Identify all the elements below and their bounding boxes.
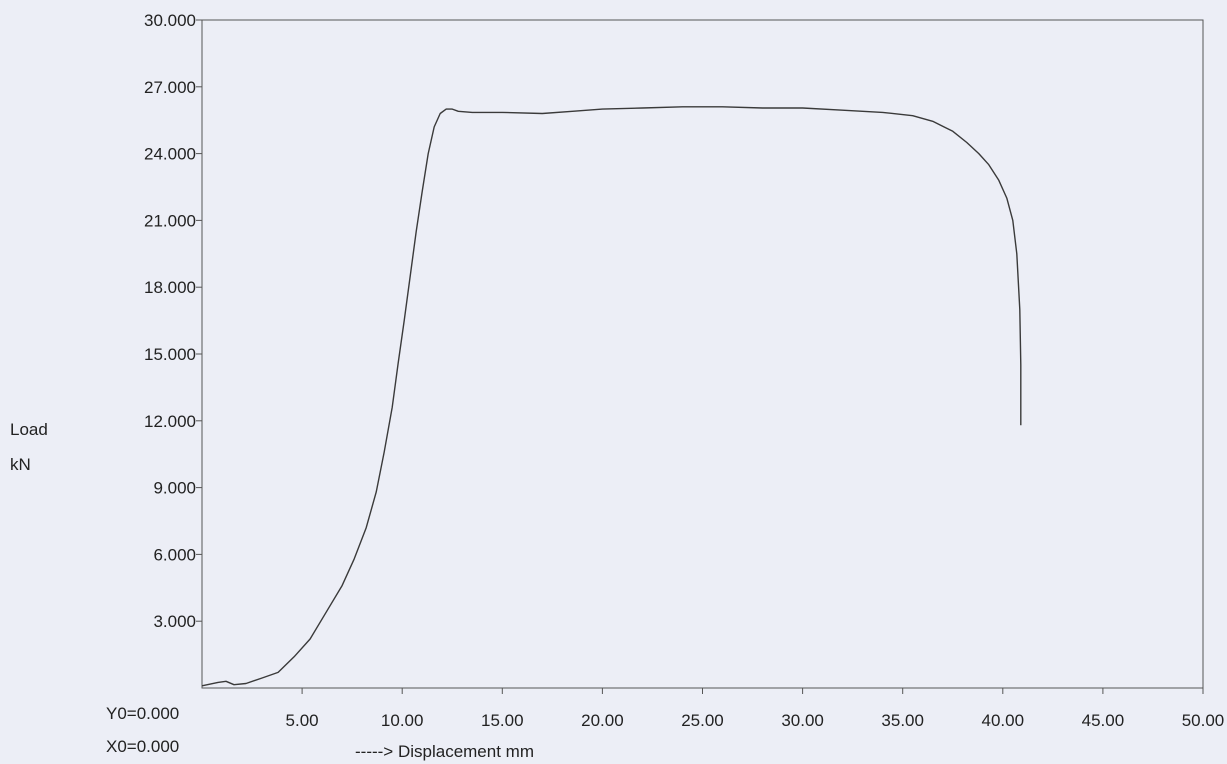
x-tick-label: 25.00 — [681, 711, 724, 730]
x-tick-label: 15.00 — [481, 711, 524, 730]
x-tick-label: 20.00 — [581, 711, 624, 730]
y-tick-label: 18.000 — [144, 278, 196, 297]
y-tick-label: 12.000 — [144, 412, 196, 431]
y-tick-label: 30.000 — [144, 11, 196, 30]
y-tick-label: 27.000 — [144, 78, 196, 97]
x-tick-label: 10.00 — [381, 711, 424, 730]
y-tick-label: 6.000 — [153, 545, 196, 564]
y-tick-label: 9.000 — [153, 479, 196, 498]
y-tick-label: 21.000 — [144, 211, 196, 230]
y-tick-label: 24.000 — [144, 145, 196, 164]
x-tick-label: 30.00 — [781, 711, 824, 730]
x-tick-label: 5.00 — [286, 711, 319, 730]
y-tick-label: 3.000 — [153, 612, 196, 631]
y-axis-label-load: Load — [10, 420, 48, 439]
origin-y-label: Y0=0.000 — [106, 704, 179, 723]
x-tick-label: 40.00 — [982, 711, 1025, 730]
x-tick-label: 45.00 — [1082, 711, 1125, 730]
x-tick-label: 50.00 — [1182, 711, 1225, 730]
y-tick-label: 15.000 — [144, 345, 196, 364]
y-axis-label-unit: kN — [10, 455, 31, 474]
x-tick-label: 35.00 — [881, 711, 924, 730]
origin-x-label: X0=0.000 — [106, 737, 179, 756]
x-axis-label: -----> Displacement mm — [355, 742, 534, 761]
